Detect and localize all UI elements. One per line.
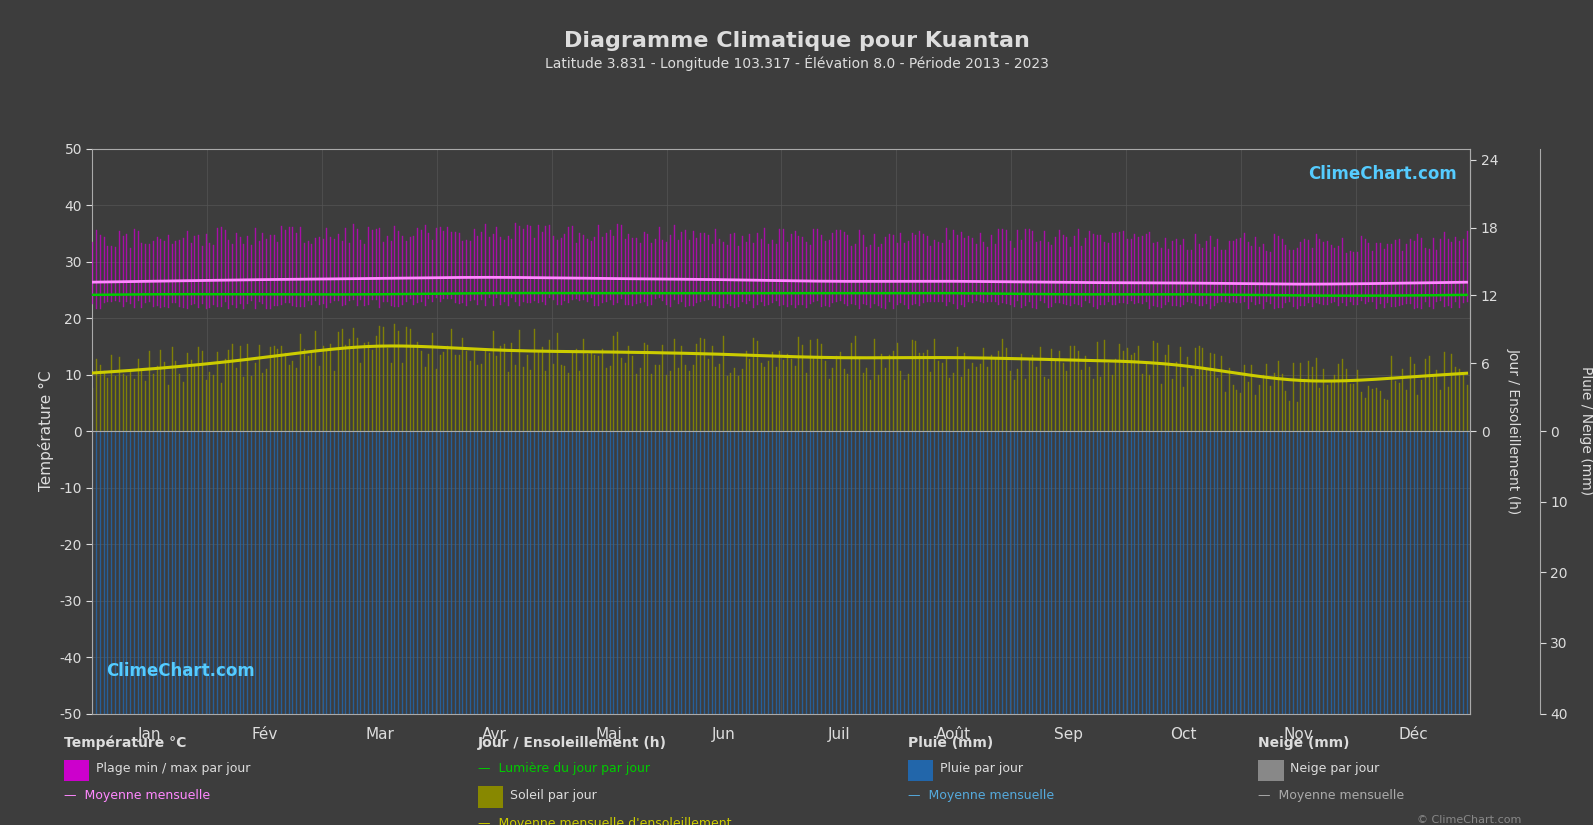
Text: Neige par jour: Neige par jour	[1290, 762, 1380, 776]
Text: Température °C: Température °C	[64, 735, 186, 750]
Text: Plage min / max par jour: Plage min / max par jour	[96, 762, 250, 776]
Text: —  Moyenne mensuelle: — Moyenne mensuelle	[64, 789, 210, 802]
Text: ClimeChart.com: ClimeChart.com	[107, 662, 255, 680]
Text: —  Moyenne mensuelle d'ensoleillement: — Moyenne mensuelle d'ensoleillement	[478, 817, 731, 825]
Text: Latitude 3.831 - Longitude 103.317 - Élévation 8.0 - Période 2013 - 2023: Latitude 3.831 - Longitude 103.317 - Élé…	[545, 55, 1048, 71]
Y-axis label: Température °C: Température °C	[38, 370, 54, 492]
Text: Pluie par jour: Pluie par jour	[940, 762, 1023, 776]
Text: Neige (mm): Neige (mm)	[1258, 736, 1349, 750]
Text: —  Lumière du jour par jour: — Lumière du jour par jour	[478, 762, 650, 776]
Y-axis label: Pluie / Neige (mm): Pluie / Neige (mm)	[1579, 366, 1593, 496]
Text: Pluie (mm): Pluie (mm)	[908, 736, 994, 750]
Text: Diagramme Climatique pour Kuantan: Diagramme Climatique pour Kuantan	[564, 31, 1029, 51]
Text: © ClimeChart.com: © ClimeChart.com	[1416, 815, 1521, 825]
Text: —  Moyenne mensuelle: — Moyenne mensuelle	[1258, 789, 1405, 802]
Text: Soleil par jour: Soleil par jour	[510, 789, 596, 802]
Text: ClimeChart.com: ClimeChart.com	[1308, 166, 1456, 183]
Y-axis label: Jour / Ensoleillement (h): Jour / Ensoleillement (h)	[1507, 348, 1521, 514]
Text: —  Moyenne mensuelle: — Moyenne mensuelle	[908, 789, 1055, 802]
Text: Jour / Ensoleillement (h): Jour / Ensoleillement (h)	[478, 736, 667, 750]
